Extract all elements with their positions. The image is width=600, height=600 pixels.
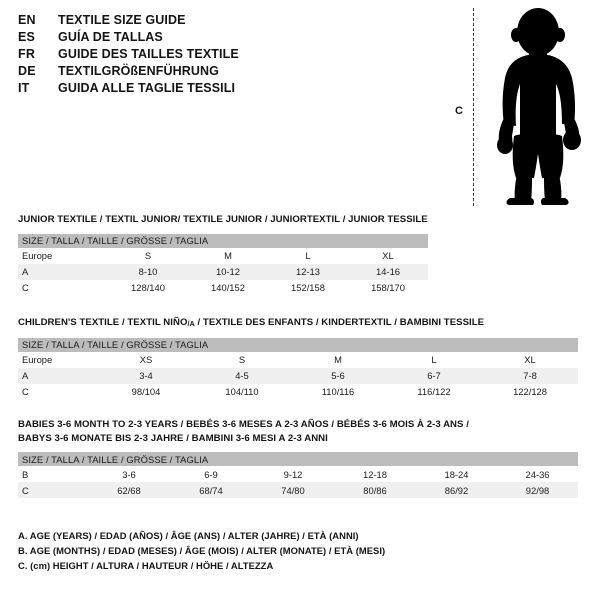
cell-value: 92/98 <box>497 482 579 498</box>
row-label: Europe <box>18 247 108 264</box>
cell-value: 6-7 <box>386 367 482 384</box>
legend-line-b: B. AGE (MONTHS) / EDAD (MESES) / ÂGE (MO… <box>18 545 386 556</box>
section-childrens-textile: CHILDREN'S TEXTILE / TEXTIL NIÑO/A / TEX… <box>18 316 579 400</box>
cell-value: 4-5 <box>194 367 290 384</box>
cell-value: 98/104 <box>98 383 194 400</box>
section-babies-textile: BABIES 3-6 MONTH TO 2-3 YEARS / BEBÉS 3-… <box>18 418 579 498</box>
legend-line-a: A. AGE (YEARS) / EDAD (AÑOS) / ÂGE (ANS)… <box>18 530 359 541</box>
cell-value: M <box>290 351 386 368</box>
cell-value: S <box>194 351 290 368</box>
table-header-bar: SIZE / TALLA / TAILLE / GRÖSSE / TAGLIA <box>18 337 579 352</box>
cell-value: L <box>386 351 482 368</box>
cell-value: 7-8 <box>482 367 579 384</box>
cell-value: 12-13 <box>268 263 348 280</box>
table-header-bar: SIZE / TALLA / TAILLE / GRÖSSE / TAGLIA <box>18 233 429 248</box>
row-label: C <box>18 279 108 296</box>
cell-value: L <box>268 247 348 264</box>
language-title: GUIDA ALLE TAGLIE TESSILI <box>58 81 236 95</box>
language-row-en: EN TEXTILE SIZE GUIDE <box>18 13 438 30</box>
measurement-legend: A. AGE (YEARS) / EDAD (AÑOS) / ÂGE (ANS)… <box>18 528 578 573</box>
cell-value: 158/170 <box>348 279 429 296</box>
section-title-children-post: / TEXTILE DES ENFANTS / KINDERTEXTIL / B… <box>194 317 485 328</box>
section-title-children-sub: /A <box>187 319 195 328</box>
table-header-bar: SIZE / TALLA / TAILLE / GRÖSSE / TAGLIA <box>18 452 579 466</box>
cell-value: 62/68 <box>88 482 170 498</box>
section-title-babies-line1: BABIES 3-6 MONTH TO 2-3 YEARS / BEBÉS 3-… <box>18 419 469 430</box>
cell-value: M <box>188 247 268 264</box>
cell-value: 6-9 <box>170 466 252 482</box>
height-dashed-line <box>473 8 474 206</box>
table-row: Europe S M L XL <box>18 247 429 264</box>
cell-value: 104/110 <box>194 383 290 400</box>
child-silhouette-icon <box>497 8 581 205</box>
cell-value: 128/140 <box>108 279 188 296</box>
cell-value: 86/92 <box>416 482 497 498</box>
size-bar-label: SIZE / TALLA / TAILLE / GRÖSSE / TAGLIA <box>18 233 429 248</box>
row-label: C <box>18 383 98 400</box>
language-code: IT <box>18 81 30 95</box>
cell-value: 122/128 <box>482 383 579 400</box>
cell-value: 3-6 <box>88 466 170 482</box>
cell-value: 10-12 <box>188 263 268 280</box>
junior-size-table: SIZE / TALLA / TAILLE / GRÖSSE / TAGLIA … <box>18 233 429 296</box>
table-row: B 3-6 6-9 9-12 12-18 18-24 24-36 <box>18 466 579 482</box>
row-label: A <box>18 263 108 280</box>
cell-value: 80/86 <box>334 482 416 498</box>
cell-value: 8-10 <box>108 263 188 280</box>
table-row: C 62/68 68/74 74/80 80/86 86/92 92/98 <box>18 482 579 498</box>
row-label: B <box>18 466 88 482</box>
row-label: Europe <box>18 351 98 368</box>
cell-value: 18-24 <box>416 466 497 482</box>
babies-size-table: SIZE / TALLA / TAILLE / GRÖSSE / TAGLIA … <box>18 452 579 498</box>
section-title-junior: JUNIOR TEXTILE / TEXTIL JUNIOR/ TEXTILE … <box>18 214 428 225</box>
cell-value: 110/116 <box>290 383 386 400</box>
cell-value: 14-16 <box>348 263 429 280</box>
cell-value: XS <box>98 351 194 368</box>
cell-value: 140/152 <box>188 279 268 296</box>
language-code: FR <box>18 47 36 61</box>
language-title-list: EN TEXTILE SIZE GUIDE ES GUÍA DE TALLAS … <box>18 13 438 98</box>
cell-value: 68/74 <box>170 482 252 498</box>
cell-value: 3-4 <box>98 367 194 384</box>
size-bar-label: SIZE / TALLA / TAILLE / GRÖSSE / TAGLIA <box>18 452 579 466</box>
cell-value: 5-6 <box>290 367 386 384</box>
section-title-children: CHILDREN'S TEXTILE / TEXTIL NIÑO/A / TEX… <box>18 316 578 331</box>
cell-value: 74/80 <box>252 482 334 498</box>
cell-value: 12-18 <box>334 466 416 482</box>
children-size-table: SIZE / TALLA / TAILLE / GRÖSSE / TAGLIA … <box>18 337 579 400</box>
table-row: A 8-10 10-12 12-13 14-16 <box>18 263 429 280</box>
cell-value: S <box>108 247 188 264</box>
cell-value: XL <box>482 351 579 368</box>
table-row: C 98/104 104/110 110/116 116/122 122/128 <box>18 383 579 400</box>
section-title-babies-line2: BABYS 3-6 MONATE BIS 2-3 JAHRE / BAMBINI… <box>18 432 328 444</box>
row-label: C <box>18 482 88 498</box>
height-measurement-figure: C <box>440 0 600 212</box>
table-row: A 3-4 4-5 5-6 6-7 7-8 <box>18 367 579 384</box>
language-code: EN <box>18 13 36 27</box>
height-measure-label: C <box>455 105 463 117</box>
language-row-de: DE TEXTILGRÖßENFÜHRUNG <box>18 64 438 81</box>
language-code: ES <box>18 30 36 44</box>
size-bar-label: SIZE / TALLA / TAILLE / GRÖSSE / TAGLIA <box>18 337 579 352</box>
row-label: A <box>18 367 98 384</box>
table-row: Europe XS S M L XL <box>18 351 579 368</box>
section-title-children-pre: CHILDREN'S TEXTILE / TEXTIL NIÑO <box>18 317 188 328</box>
language-title: GUÍA DE TALLAS <box>58 30 163 44</box>
cell-value: 152/158 <box>268 279 348 296</box>
table-row: C 128/140 140/152 152/158 158/170 <box>18 279 429 296</box>
language-row-it: IT GUIDA ALLE TAGLIE TESSILI <box>18 81 438 98</box>
section-junior-textile: JUNIOR TEXTILE / TEXTIL JUNIOR/ TEXTILE … <box>18 213 429 296</box>
cell-value: 24-36 <box>497 466 579 482</box>
language-row-fr: FR GUIDE DES TAILLES TEXTILE <box>18 47 438 64</box>
language-code: DE <box>18 64 36 78</box>
language-title: GUIDE DES TAILLES TEXTILE <box>58 47 239 61</box>
legend-line-c: C. (cm) HEIGHT / ALTURA / HAUTEUR / HÖHE… <box>18 560 274 571</box>
language-title: TEXTILGRÖßENFÜHRUNG <box>58 64 219 78</box>
language-row-es: ES GUÍA DE TALLAS <box>18 30 438 47</box>
cell-value: XL <box>348 247 429 264</box>
language-title: TEXTILE SIZE GUIDE <box>58 13 186 27</box>
cell-value: 9-12 <box>252 466 334 482</box>
cell-value: 116/122 <box>386 383 482 400</box>
